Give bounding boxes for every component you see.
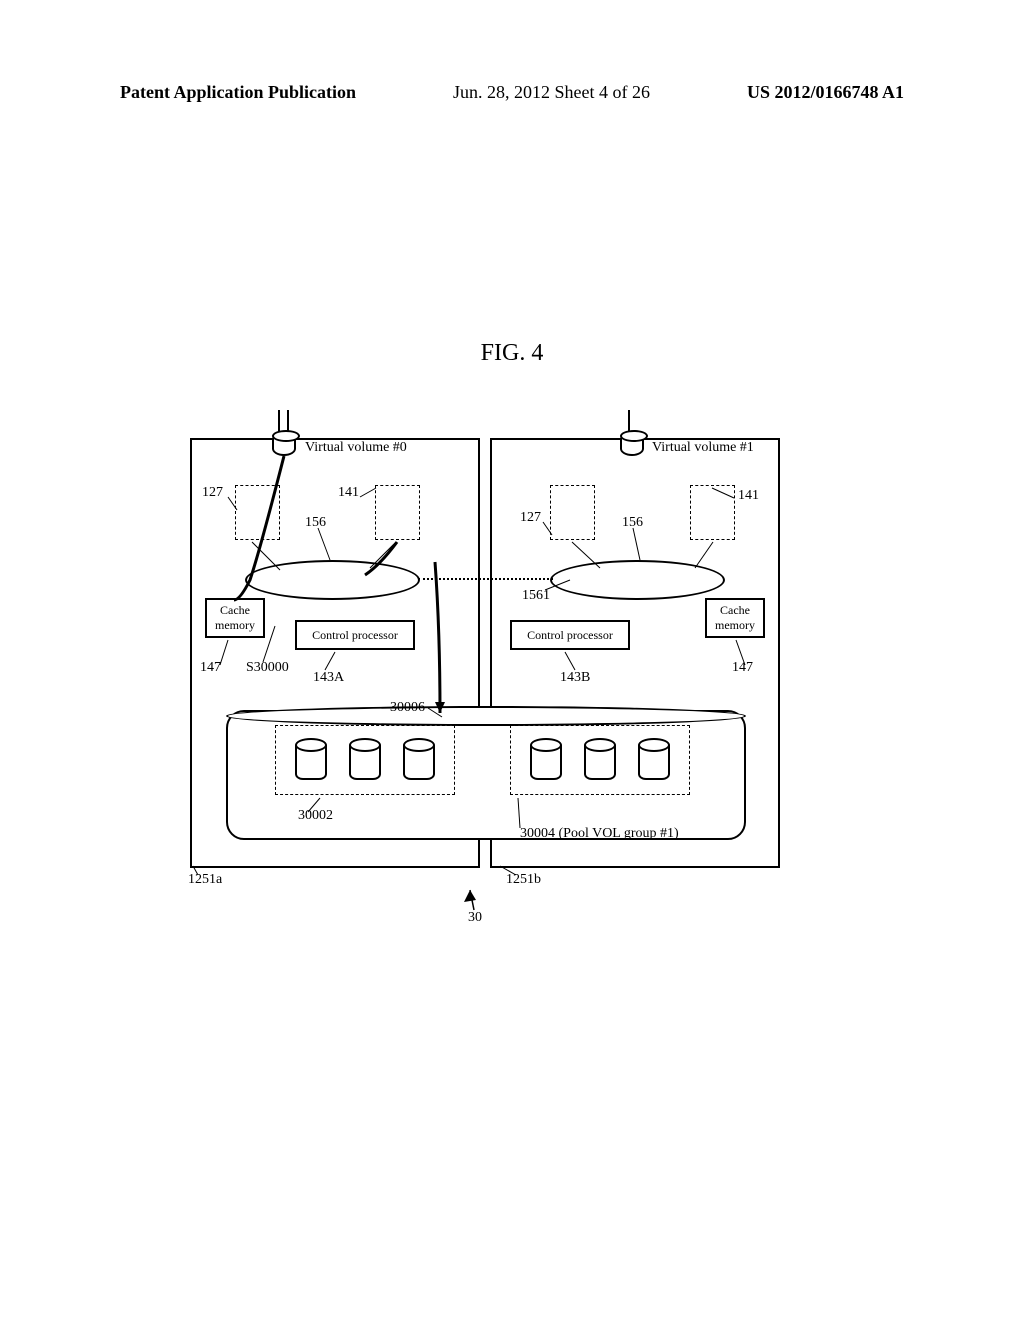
- pool-vol-group-30002: [275, 725, 455, 795]
- ref-141-left: 141: [338, 485, 359, 501]
- ref-30002: 30002: [298, 808, 333, 824]
- cache-memory-left: Cache memory: [205, 598, 265, 638]
- virtual-volume-0-icon: [272, 432, 296, 456]
- ref-s30000: S30000: [246, 660, 289, 676]
- ref-1251b: 1251b: [506, 872, 541, 888]
- ref-147-left: 147: [200, 660, 221, 676]
- header-date-sheet: Jun. 28, 2012 Sheet 4 of 26: [453, 82, 650, 103]
- ref-30004: 30004 (Pool VOL group #1): [520, 826, 679, 842]
- ref-143b: 143B: [560, 670, 590, 686]
- dashed-block-141-left: [375, 485, 420, 540]
- pool-volume-icon: [584, 740, 616, 780]
- dashed-block-141-right: [690, 485, 735, 540]
- dashed-block-127-left: [235, 485, 280, 540]
- control-processor-143a: Control processor: [295, 620, 415, 650]
- pool-volume-icon: [530, 740, 562, 780]
- header-patent-number: US 2012/0166748 A1: [747, 82, 904, 103]
- pool-volume-icon: [295, 740, 327, 780]
- ref-1561: 1561: [522, 588, 550, 604]
- virtual-volume-0-label: Virtual volume #0: [305, 440, 407, 456]
- virtual-volume-1-icon: [620, 432, 644, 456]
- ref-141-right: 141: [738, 488, 759, 504]
- ref-127-left: 127: [202, 485, 223, 501]
- figure-diagram: Virtual volume #0 Virtual volume #1 Cach…: [190, 430, 810, 890]
- pool-volume-icon: [349, 740, 381, 780]
- pool-volume-icon: [403, 740, 435, 780]
- ellipse-divider-dotted: [418, 578, 553, 580]
- ref-30006: 30006: [390, 700, 425, 716]
- ellipse-156-left: [245, 560, 420, 600]
- figure-title: FIG. 4: [481, 340, 544, 367]
- ref-147-right: 147: [732, 660, 753, 676]
- ref-127-right: 127: [520, 510, 541, 526]
- pool-volume-icon: [638, 740, 670, 780]
- ref-143a: 143A: [313, 670, 344, 686]
- cache-memory-right: Cache memory: [705, 598, 765, 638]
- control-processor-143b: Control processor: [510, 620, 630, 650]
- virtual-volume-1-label: Virtual volume #1: [652, 440, 754, 456]
- ref-30: 30: [468, 910, 482, 926]
- header-publication: Patent Application Publication: [120, 82, 356, 103]
- pool-vol-group-30004: [510, 725, 690, 795]
- ellipse-156-right: [550, 560, 725, 600]
- page-header: Patent Application Publication Jun. 28, …: [0, 82, 1024, 103]
- ref-156-left: 156: [305, 515, 326, 531]
- dashed-block-127-right: [550, 485, 595, 540]
- ref-156-right: 156: [622, 515, 643, 531]
- ref-1251a: 1251a: [188, 872, 222, 888]
